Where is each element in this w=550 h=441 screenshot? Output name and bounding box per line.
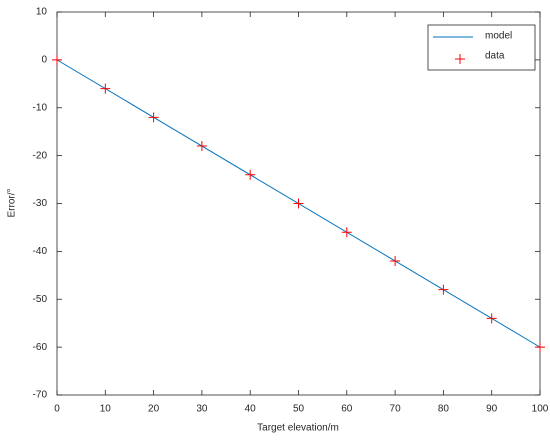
x-tick-label: 40 xyxy=(245,404,257,415)
x-tick-label: 30 xyxy=(196,404,208,415)
y-tick-label: -20 xyxy=(33,150,48,161)
x-tick-label: 10 xyxy=(100,404,112,415)
legend-swatch xyxy=(455,54,465,64)
y-tick-label: -40 xyxy=(33,246,48,257)
x-tick-label: 70 xyxy=(390,404,402,415)
x-tick-label: 100 xyxy=(532,404,549,415)
y-tick-label: 10 xyxy=(36,7,48,18)
data-marker xyxy=(245,169,256,180)
data-marker xyxy=(390,255,401,266)
data-marker xyxy=(341,227,352,238)
y-tick-label: -50 xyxy=(33,294,48,305)
x-tick-label: 60 xyxy=(341,404,353,415)
y-tick-label: -10 xyxy=(33,102,48,113)
x-tick-label: 80 xyxy=(438,404,450,415)
legend-label: model xyxy=(485,31,512,42)
y-tick-label: -30 xyxy=(33,198,48,209)
data-marker xyxy=(438,284,449,295)
x-tick-label: 0 xyxy=(54,404,60,415)
data-marker xyxy=(486,313,497,324)
y-axis-label: Error/° xyxy=(7,189,18,218)
legend-label: data xyxy=(485,51,505,62)
x-axis-label: Target elevation/m xyxy=(257,423,339,434)
data-marker xyxy=(196,141,207,152)
y-tick-label: -60 xyxy=(33,342,48,353)
data-marker xyxy=(148,112,159,123)
y-tick-label: -70 xyxy=(33,390,48,401)
data-marker xyxy=(100,83,111,94)
y-tick-label: 0 xyxy=(41,55,47,66)
x-tick-label: 50 xyxy=(293,404,305,415)
legend-box xyxy=(427,24,536,71)
data-marker xyxy=(52,54,62,65)
data-marker xyxy=(535,342,545,353)
data-marker xyxy=(293,198,304,209)
x-tick-label: 90 xyxy=(486,404,498,415)
x-tick-label: 20 xyxy=(148,404,160,415)
